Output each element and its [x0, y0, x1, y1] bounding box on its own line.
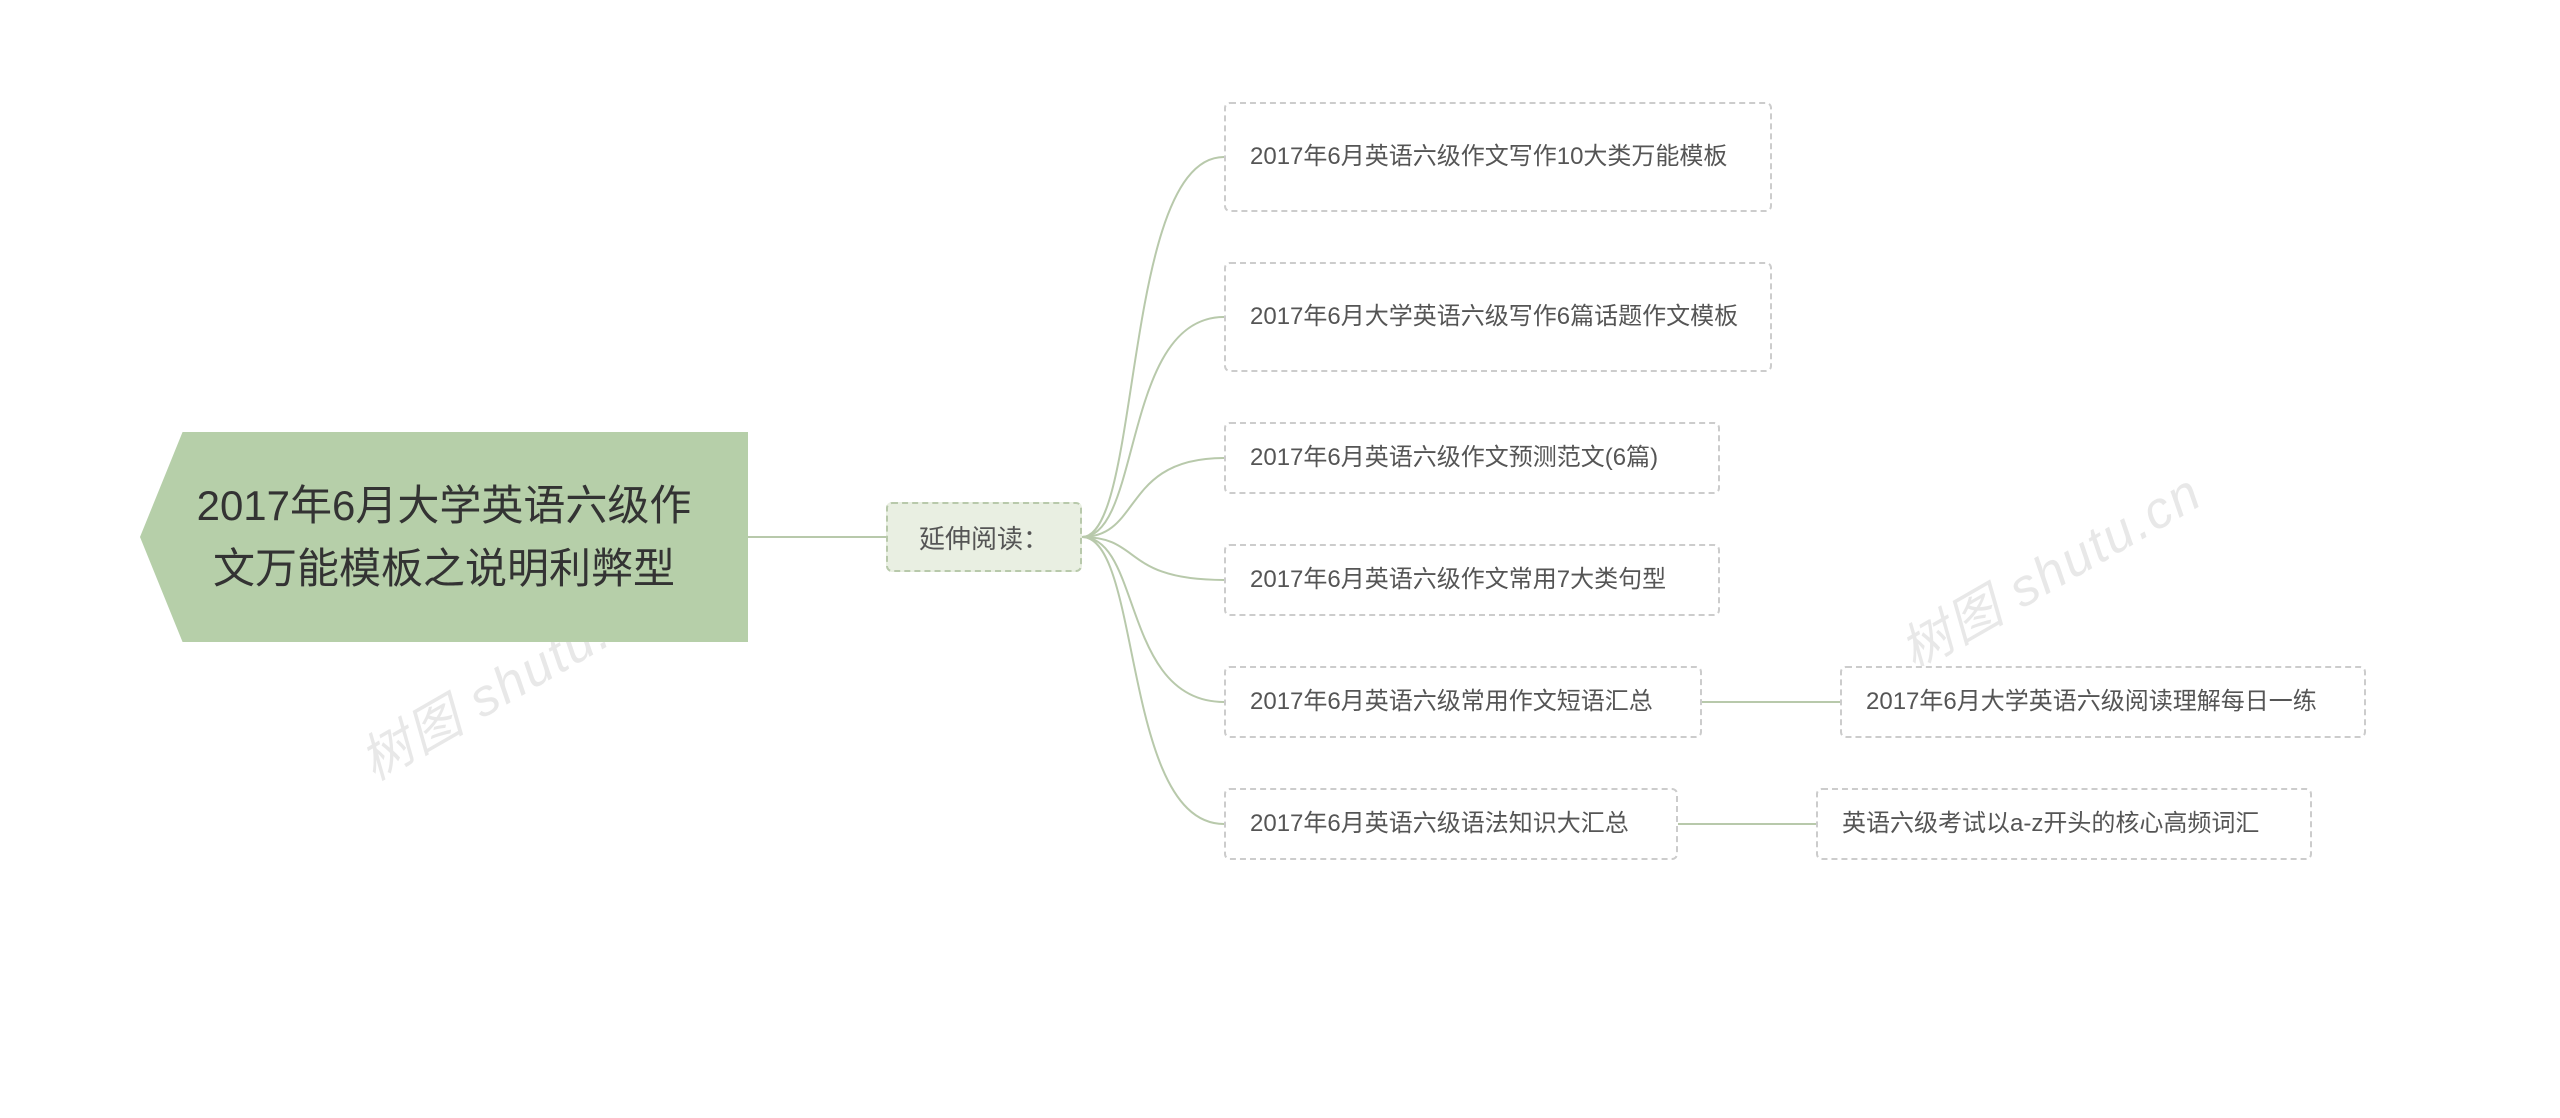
level1-node[interactable]: 延伸阅读：	[886, 502, 1082, 572]
connector-leaf5-leaf7	[1702, 666, 1840, 738]
leaf-label: 2017年6月英语六级作文预测范文(6篇)	[1250, 440, 1658, 476]
leaf-node-1[interactable]: 2017年6月英语六级作文写作10大类万能模板	[1224, 102, 1772, 212]
leaf-node-8[interactable]: 英语六级考试以a-z开头的核心高频词汇	[1816, 788, 2312, 860]
leaf-node-6[interactable]: 2017年6月英语六级语法知识大汇总	[1224, 788, 1678, 860]
leaf-label: 英语六级考试以a-z开头的核心高频词汇	[1842, 806, 2259, 842]
connector-leaf6-leaf8	[1678, 788, 1816, 860]
leaf-label: 2017年6月英语六级语法知识大汇总	[1250, 806, 1629, 842]
leaf-label: 2017年6月英语六级常用作文短语汇总	[1250, 684, 1653, 720]
root-node-label: 2017年6月大学英语六级作文万能模板之说明利弊型	[180, 474, 708, 600]
leaf-node-7[interactable]: 2017年6月大学英语六级阅读理解每日一练	[1840, 666, 2366, 738]
leaf-label: 2017年6月大学英语六级写作6篇话题作文模板	[1250, 299, 1738, 335]
leaf-node-2[interactable]: 2017年6月大学英语六级写作6篇话题作文模板	[1224, 262, 1772, 372]
watermark: 树图 shutu.cn	[1884, 451, 2213, 684]
connector-level1-leaves	[1082, 102, 1224, 862]
leaf-node-5[interactable]: 2017年6月英语六级常用作文短语汇总	[1224, 666, 1702, 738]
leaf-label: 2017年6月英语六级作文写作10大类万能模板	[1250, 139, 1727, 175]
connector-root-level1	[748, 502, 886, 572]
leaf-node-4[interactable]: 2017年6月英语六级作文常用7大类句型	[1224, 544, 1720, 616]
root-node[interactable]: 2017年6月大学英语六级作文万能模板之说明利弊型	[140, 432, 748, 642]
leaf-label: 2017年6月英语六级作文常用7大类句型	[1250, 562, 1666, 598]
leaf-node-3[interactable]: 2017年6月英语六级作文预测范文(6篇)	[1224, 422, 1720, 494]
level1-node-label: 延伸阅读：	[919, 519, 1049, 556]
leaf-label: 2017年6月大学英语六级阅读理解每日一练	[1866, 684, 2317, 720]
